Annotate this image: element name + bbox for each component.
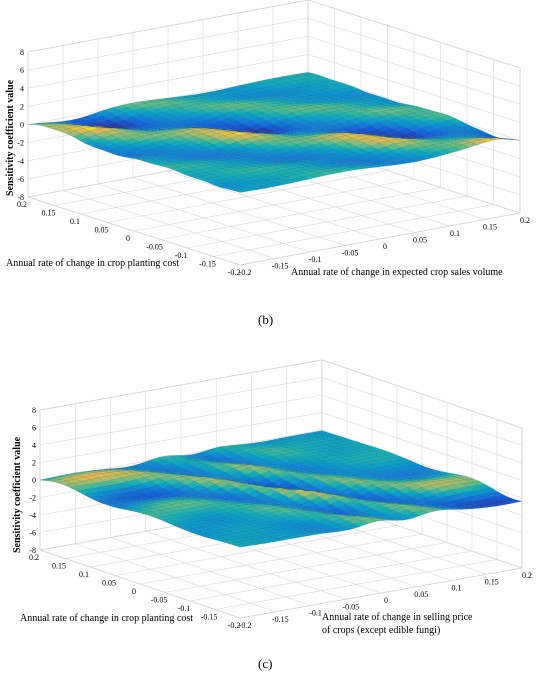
z-tick-label: -6 xyxy=(29,529,36,538)
x-tick-label: -0.2 xyxy=(228,268,241,277)
x-tick-label: 0 xyxy=(126,234,130,243)
x-tick-label: -0.05 xyxy=(151,596,168,605)
z-tick-label: 2 xyxy=(32,459,36,468)
tick-labels-c: 86420-2-4-6-80.20.150.10.050-0.05-0.1-0.… xyxy=(29,406,532,630)
x-tick-label: -0.05 xyxy=(146,243,163,252)
z-tick-label: 0 xyxy=(20,121,24,130)
y-tick-label: -0.2 xyxy=(239,621,252,630)
y-tick-label: -0.05 xyxy=(342,249,359,258)
y-tick-label: -0.2 xyxy=(239,268,252,277)
y-tick-label: -0.15 xyxy=(272,262,289,271)
z-tick-label: -2 xyxy=(29,494,36,503)
x-tick-label: 0.2 xyxy=(29,553,39,562)
z-tick-label: 6 xyxy=(32,424,36,433)
y-tick-label: 0.1 xyxy=(452,584,462,593)
y-axis-label-b: Annual rate of change in expected crop s… xyxy=(291,267,503,278)
x-axis-label-c: Annual rate of change in crop planting c… xyxy=(20,613,193,624)
x-tick-label: 0.15 xyxy=(52,562,66,571)
x-tick-label: 0.1 xyxy=(79,570,89,579)
y-tick-label: -0.15 xyxy=(272,615,289,624)
z-tick-label: 2 xyxy=(20,102,24,111)
x-tick-label: 0 xyxy=(132,587,136,596)
x-tick-label: -0.1 xyxy=(175,251,188,260)
surface-plot-b: 86420-2-4-6-80.20.150.10.050-0.05-0.1-0.… xyxy=(5,0,530,327)
z-tick-label: -2 xyxy=(17,139,24,148)
z-tick-label: 8 xyxy=(32,406,36,415)
x-tick-label: -0.1 xyxy=(178,604,191,613)
y-tick-label: 0 xyxy=(384,596,388,605)
x-tick-label: 0.05 xyxy=(102,579,116,588)
y-tick-label: -0.05 xyxy=(342,602,359,611)
y-tick-label: 0.15 xyxy=(485,577,499,586)
surface-b xyxy=(27,72,521,193)
y-tick-label: -0.1 xyxy=(309,255,322,264)
y-tick-label: 0.15 xyxy=(483,223,497,232)
z-axis-label-c: Sensitivity coefficient value xyxy=(12,436,23,553)
z-tick-label: 0 xyxy=(32,476,36,485)
z-tick-label: -8 xyxy=(17,193,24,202)
y-tick-label: -0.1 xyxy=(309,609,322,618)
z-axis-label-b: Sensitivity coefficient value xyxy=(5,79,16,196)
z-tick-label: 4 xyxy=(20,84,24,93)
z-tick-label: -8 xyxy=(29,546,36,555)
y-tick-label: 0.05 xyxy=(413,236,427,245)
z-tick-label: -4 xyxy=(17,157,24,166)
y-tick-label: 0.2 xyxy=(522,571,532,580)
x-tick-label: -0.15 xyxy=(201,613,218,622)
tick-labels-b: 86420-2-4-6-80.20.150.10.050-0.05-0.1-0.… xyxy=(17,48,530,277)
y-tick-label: 0.2 xyxy=(520,216,530,225)
y-tick-label: 0.05 xyxy=(414,590,428,599)
z-tick-label: 6 xyxy=(20,66,24,75)
y-tick-label: 0.1 xyxy=(450,229,460,238)
x-tick-label: -0.2 xyxy=(228,621,241,630)
y-tick-label: 0 xyxy=(383,242,387,251)
z-tick-label: -4 xyxy=(29,511,36,520)
x-axis-label-b: Annual rate of change in crop planting c… xyxy=(6,258,179,269)
x-tick-label: 0.1 xyxy=(70,217,80,226)
z-tick-label: -6 xyxy=(17,175,24,184)
panel-label-c: (c) xyxy=(258,656,272,671)
x-tick-label: 0.15 xyxy=(42,209,56,218)
x-tick-label: -0.15 xyxy=(199,260,216,269)
panel-label-b: (b) xyxy=(258,312,273,327)
y-axis-label-c-line2: of crops (except edible fungi) xyxy=(322,625,440,636)
surface-plot-c: 86420-2-4-6-80.20.150.10.050-0.05-0.1-0.… xyxy=(12,359,532,671)
z-tick-label: 4 xyxy=(32,441,36,450)
x-tick-label: 0.2 xyxy=(17,200,27,209)
x-tick-label: 0.05 xyxy=(95,226,109,235)
y-axis-label-c-line1: Annual rate of change in selling price xyxy=(322,612,473,623)
z-tick-label: 8 xyxy=(20,48,24,57)
surface-c xyxy=(39,430,523,548)
